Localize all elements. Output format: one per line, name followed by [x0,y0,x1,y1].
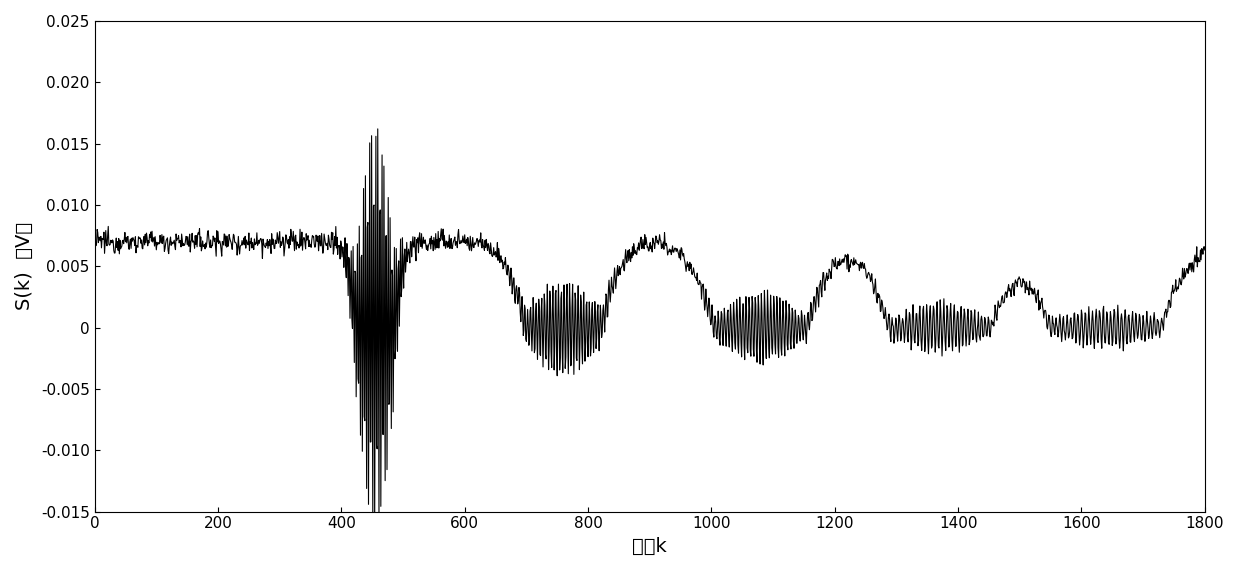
X-axis label: 序号k: 序号k [632,537,667,556]
Y-axis label: S(k)  （V）: S(k) （V） [15,222,33,311]
